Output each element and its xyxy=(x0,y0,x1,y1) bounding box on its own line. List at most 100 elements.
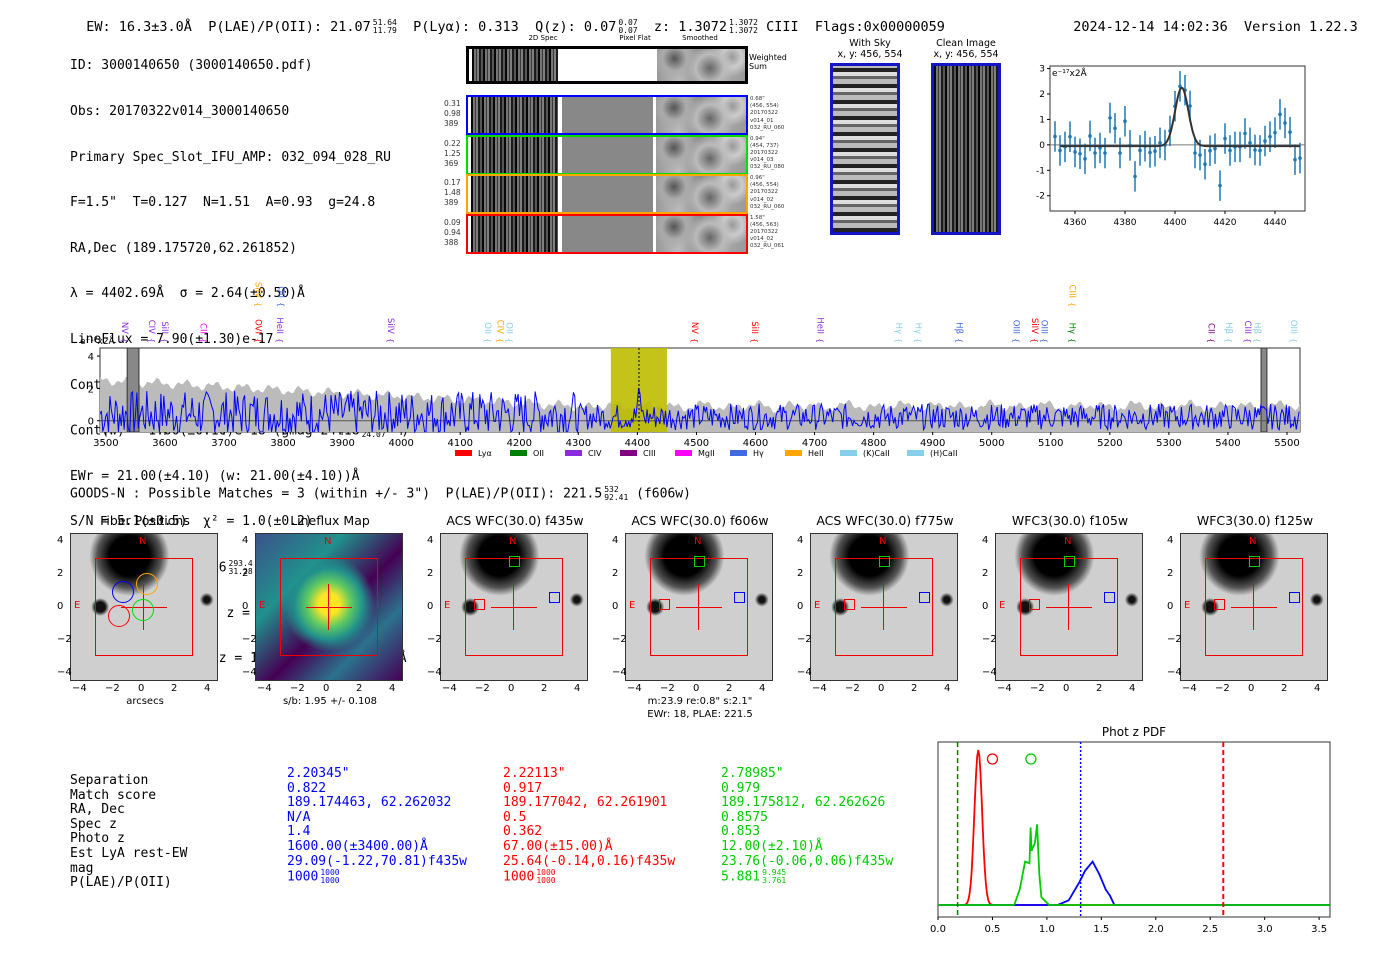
row-left-stats: 0.09 0.94 388 xyxy=(444,218,466,248)
line-mark-brace: { xyxy=(483,338,492,343)
info-plae-upper: 293.4 xyxy=(228,558,253,568)
data-point xyxy=(1283,121,1287,125)
full-spectrum-chart: 0 2 4 3500 3600 3700 3800 3900 4000 4100 4200 4300 4… xyxy=(80,282,1301,458)
candidate-marker xyxy=(1025,753,1037,765)
row-right-value: v014_02 xyxy=(750,196,774,203)
x-tick-label: 2.0 xyxy=(1148,924,1164,935)
data-point xyxy=(1148,150,1152,155)
match-box-red xyxy=(844,599,855,610)
table-cell: 23.76(-0.06,0.06)f435w xyxy=(721,853,894,869)
match-box-green xyxy=(509,556,520,567)
clean-image-title: Clean Image x, y: 456, 554 xyxy=(916,38,1016,60)
data-point xyxy=(1298,156,1302,160)
row-right-value: 20170322 xyxy=(750,189,778,196)
x-tick-label: 4400 xyxy=(1164,218,1187,228)
data-point xyxy=(1193,151,1197,155)
line-mark-label: NV xyxy=(119,322,129,334)
x-tick-label: −4 xyxy=(1182,683,1197,694)
row-right-value: 0.94" xyxy=(750,135,765,142)
row-right-value: 20170322 xyxy=(750,110,778,117)
x-tick-label: 0 xyxy=(878,683,885,694)
data-point xyxy=(1223,136,1227,141)
x-tick-label: 4440 xyxy=(1264,218,1287,228)
x-tick-label: −2 xyxy=(1215,683,1230,694)
line-mark-label: SiII xyxy=(159,321,169,334)
row-right-value: 1.58" xyxy=(750,214,765,221)
data-point xyxy=(1103,151,1107,155)
aperture-box xyxy=(95,558,193,656)
table-cell-plae: 1000 1000 1000 xyxy=(503,869,675,885)
aperture-box xyxy=(1205,558,1303,656)
plae-bound: 9.945 xyxy=(762,868,787,878)
y-axis: 4 2 0 −2 −4 xyxy=(242,533,257,681)
plae-range: 9.945 3.761 xyxy=(762,869,786,885)
match-box-red xyxy=(1029,599,1040,610)
row-pixel-flat xyxy=(562,176,653,212)
y-tick-label: 4 xyxy=(427,535,434,546)
line-mark-label: SiIV xyxy=(385,318,395,334)
x-tick-label: −2 xyxy=(105,683,120,694)
match-box-green xyxy=(879,556,890,567)
x-tick-label: 2 xyxy=(541,683,548,694)
line-mark-brace: { xyxy=(253,338,262,343)
legend-label: HeII xyxy=(808,449,824,458)
row-smoothed xyxy=(656,97,746,133)
y-tick-label: 0 xyxy=(88,417,94,428)
y-tick-label: −2 xyxy=(982,634,997,645)
data-point xyxy=(1278,112,1282,117)
row-smoothed xyxy=(656,176,746,212)
x-axis: −4 −2 0 2 4 xyxy=(995,683,1143,697)
row-right-value: (456, 554) xyxy=(750,182,779,189)
x-tick-label: 0 xyxy=(693,683,700,694)
row-2dspec xyxy=(471,97,558,133)
row-left-value: 389 xyxy=(444,119,459,128)
line-mark-brace: { xyxy=(816,338,825,343)
info-line: RA,Dec (189.175720,62.261852) xyxy=(70,240,297,256)
y-tick-label: −2 xyxy=(612,634,627,645)
data-point xyxy=(1133,174,1137,179)
line-mark-label: HeII xyxy=(274,317,284,334)
panel-title: Lineflux Map xyxy=(290,513,370,528)
chart-title: Phot z PDF xyxy=(1102,725,1166,739)
x-tick-label: 4100 xyxy=(448,438,473,449)
with-sky-label: With Sky xyxy=(849,38,891,49)
x-tick-label: 4 xyxy=(389,683,396,694)
x-tick-label: 0 xyxy=(138,683,145,694)
legend-swatch xyxy=(907,450,924,456)
aperture-box xyxy=(280,558,378,656)
line-mark-brace: { xyxy=(386,338,395,343)
crosshair-h xyxy=(306,607,352,609)
row-left-value: 0.31 xyxy=(444,99,461,108)
legend-label: CIV xyxy=(588,449,602,458)
y-tick-label: 2 xyxy=(797,568,804,579)
row-left-value: 1.48 xyxy=(444,188,461,197)
info-line: EWr = 21.00(±4.10) (w: 21.00(±4.10))Å xyxy=(70,468,360,484)
row-right-value: 032_RU_080 xyxy=(750,164,785,171)
legend-label: (H)CaII xyxy=(930,449,957,458)
row-left-stats: 0.22 1.25 369 xyxy=(444,139,466,169)
table-cell: 25.64(-0.14,0.16)f435w xyxy=(503,853,676,869)
data-point xyxy=(1073,150,1077,154)
candidate-marker xyxy=(986,753,999,765)
y-tick-label: 4 xyxy=(88,352,94,363)
line-mark-brace: { xyxy=(253,302,262,307)
plae-value: 1000 xyxy=(287,869,319,885)
data-point xyxy=(1253,148,1257,152)
data-point xyxy=(1268,134,1272,139)
east-label: E xyxy=(74,600,81,611)
north-label: N xyxy=(139,536,147,547)
row-right-value: v014_03 xyxy=(750,157,774,164)
data-point xyxy=(1288,130,1292,134)
north-label: N xyxy=(509,536,517,547)
data-point xyxy=(1263,139,1267,143)
row-left-value: 388 xyxy=(444,237,459,247)
row-right-info: 0.94" (454, 737) 20170322 v014_03 032_RU_080 xyxy=(750,136,800,172)
line-mark-label: Hγ xyxy=(893,323,903,334)
aperture-box xyxy=(835,558,933,656)
y-tick-label: 0 xyxy=(612,601,619,612)
panel-title: ACS WFC(30.0) f606w xyxy=(631,513,769,528)
table-cell: N/A xyxy=(287,809,311,825)
row-right-value: (454, 737) xyxy=(750,142,779,149)
z-upper: 1.3072 xyxy=(729,18,758,27)
